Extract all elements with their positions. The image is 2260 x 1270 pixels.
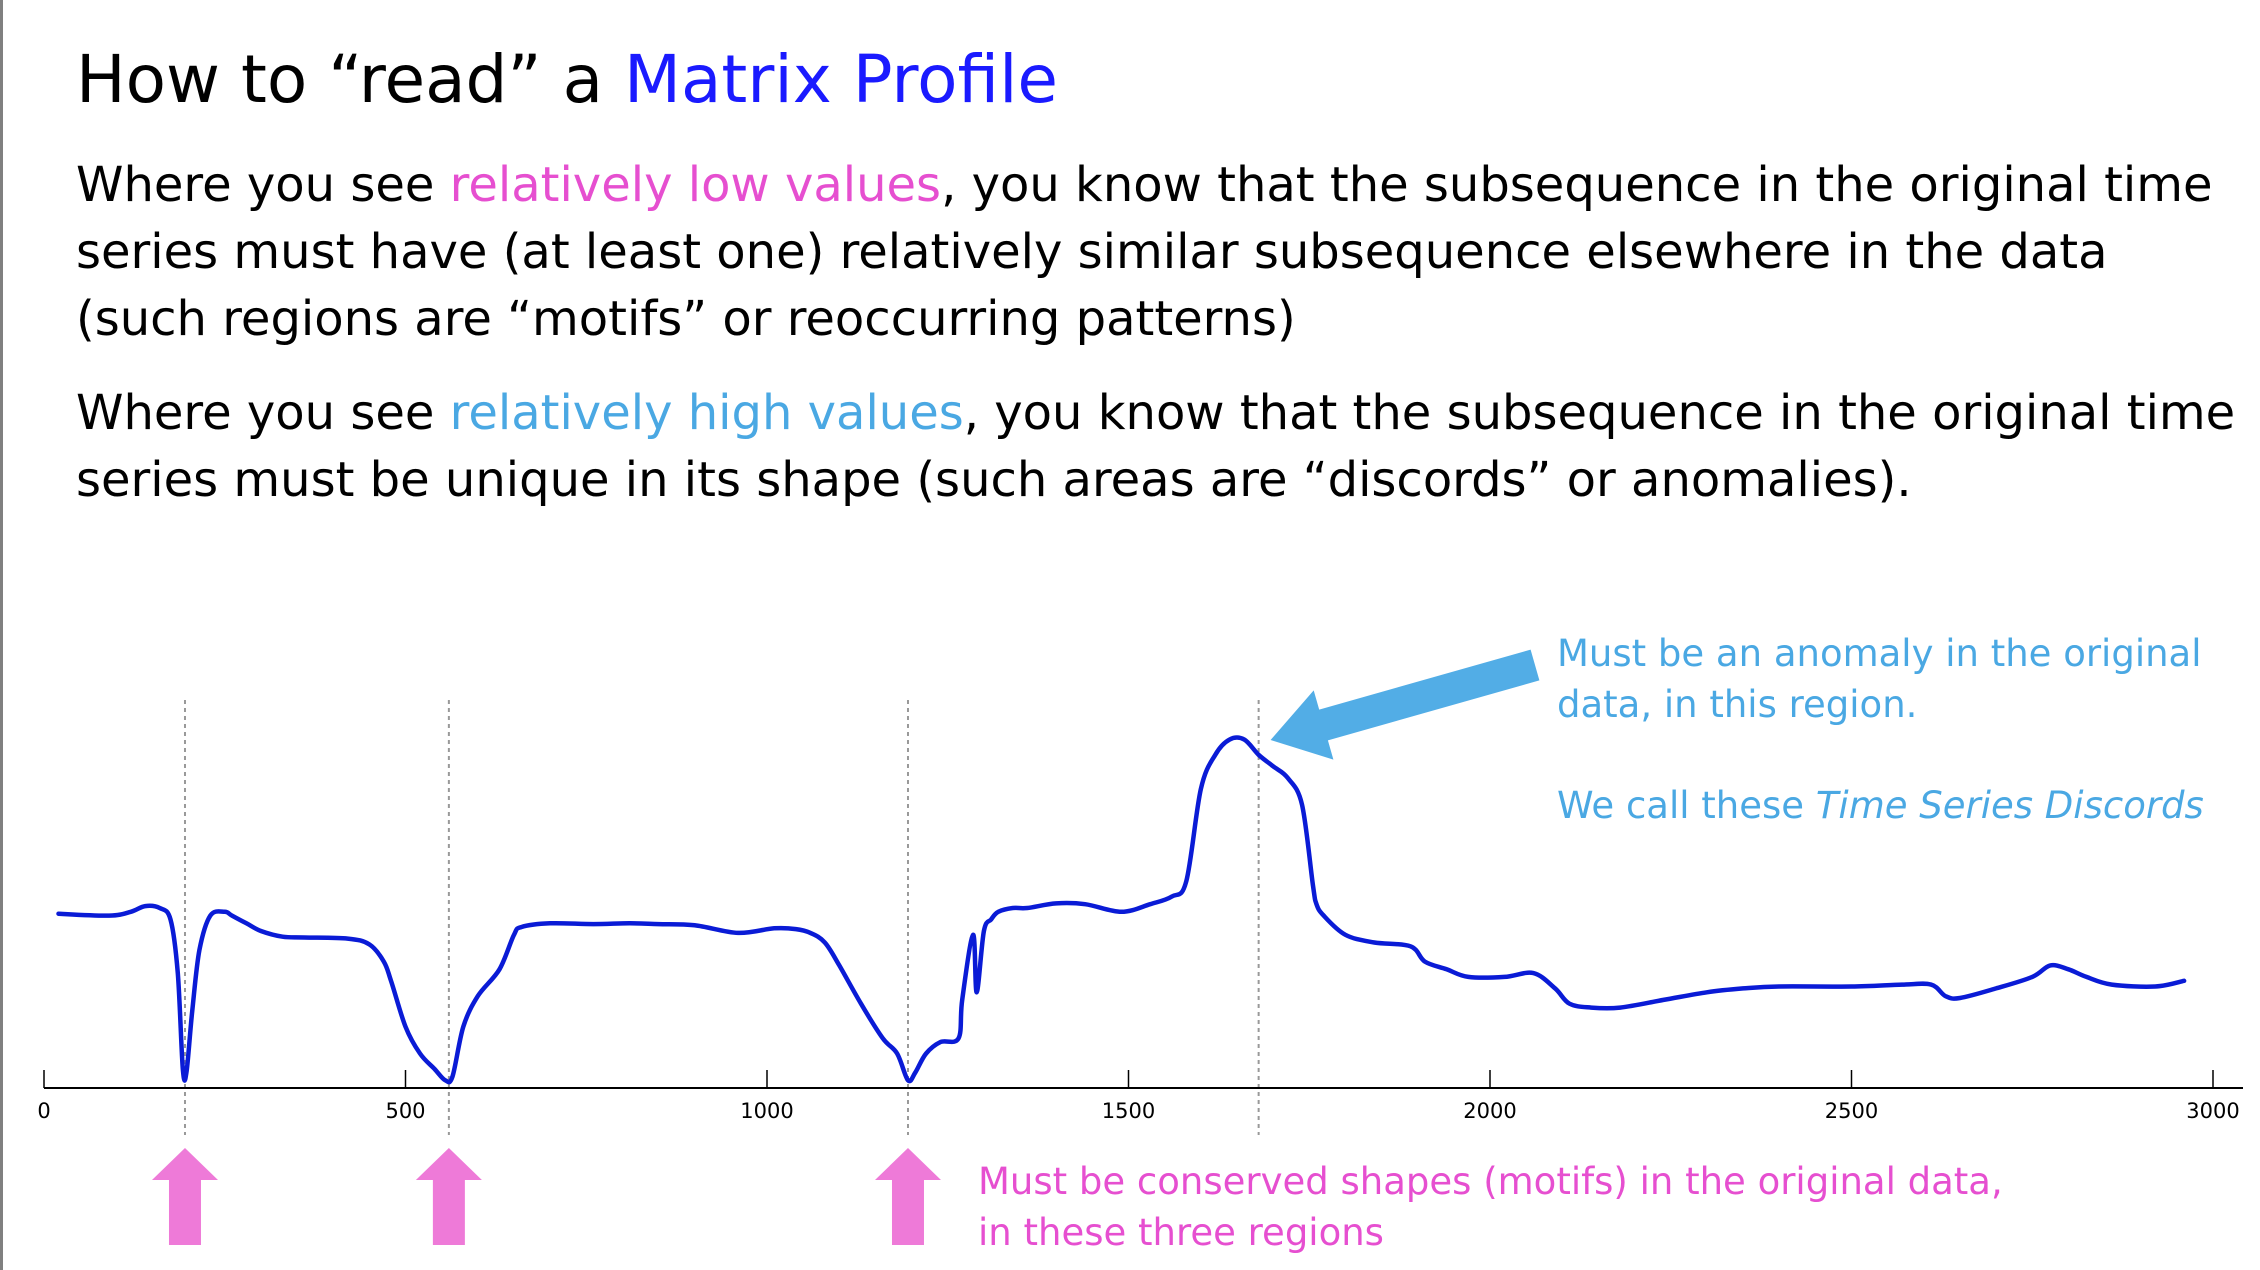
paragraph-high-values: Where you see relatively high values, yo… — [76, 380, 2236, 514]
discord-annotation: Must be an anomaly in the original data,… — [1557, 628, 2204, 831]
discord-annotation-line3: We call these Time Series Discords — [1557, 780, 2204, 831]
paragraph2-highlight: relatively high values — [449, 385, 964, 441]
slide-title: How to “read” a Matrix Profile — [76, 40, 1058, 120]
discord-annotation-line3-prefix: We call these — [1557, 784, 1816, 827]
discord-annotation-line2: data, in this region. — [1557, 683, 1918, 726]
slide-left-edge — [0, 0, 3, 1270]
paragraph1-after: , you know that the subsequence in the o… — [76, 157, 2213, 347]
title-highlight: Matrix Profile — [624, 41, 1059, 118]
x-tick-label-1000: 1000 — [740, 1099, 793, 1123]
matrix-profile-line — [56, 735, 2187, 1085]
x-tick-label-500: 500 — [385, 1099, 425, 1123]
motif-arrow-0 — [151, 1148, 218, 1245]
motif-arrow-1 — [415, 1148, 482, 1245]
x-tick-label-2000: 2000 — [1463, 1099, 1516, 1123]
x-tick-label-1500: 1500 — [1102, 1099, 1155, 1123]
discord-annotation-line3-italic: Time Series Discords — [1815, 784, 2204, 827]
title-prefix: How to “read” a — [76, 41, 625, 118]
paragraph-low-values: Where you see relatively low values, you… — [76, 152, 2236, 353]
x-tick-label-0: 0 — [37, 1099, 50, 1123]
paragraph1-before: Where you see — [76, 157, 450, 213]
motif-arrow-2 — [874, 1148, 941, 1245]
motif-annotation-line1: Must be conserved shapes (motifs) in the… — [978, 1160, 2003, 1203]
motif-annotation: Must be conserved shapes (motifs) in the… — [978, 1156, 2003, 1258]
paragraph1-highlight: relatively low values — [449, 157, 942, 213]
discord-arrow — [1270, 649, 1540, 760]
discord-annotation-line1: Must be an anomaly in the original — [1557, 632, 2202, 675]
x-tick-label-2500: 2500 — [1825, 1099, 1878, 1123]
paragraph2-after: , you know that the subsequence in the o… — [76, 385, 2236, 508]
paragraph2-before: Where you see — [76, 385, 450, 441]
motif-annotation-line2: in these three regions — [978, 1211, 1384, 1254]
x-tick-label-3000: 3000 — [2186, 1099, 2239, 1123]
